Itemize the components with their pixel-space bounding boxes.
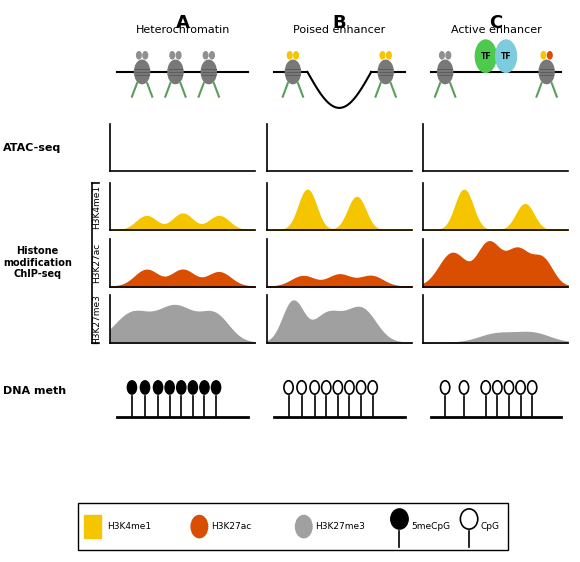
Circle shape <box>333 381 342 394</box>
Text: CpG: CpG <box>481 522 500 531</box>
Text: Histone
modification
ChIP-seq: Histone modification ChIP-seq <box>3 246 72 279</box>
Circle shape <box>441 381 450 394</box>
Circle shape <box>437 60 453 84</box>
Circle shape <box>380 52 385 59</box>
Circle shape <box>176 381 186 394</box>
Circle shape <box>204 52 208 59</box>
Circle shape <box>386 52 391 59</box>
Circle shape <box>288 52 292 59</box>
Circle shape <box>516 381 525 394</box>
Circle shape <box>165 381 174 394</box>
Circle shape <box>140 381 150 394</box>
Circle shape <box>200 381 209 394</box>
Text: A: A <box>176 14 190 32</box>
Circle shape <box>548 52 552 59</box>
Circle shape <box>539 60 554 84</box>
Circle shape <box>310 381 319 394</box>
Circle shape <box>285 60 300 84</box>
Circle shape <box>356 381 365 394</box>
Circle shape <box>440 52 444 59</box>
Ellipse shape <box>295 515 312 538</box>
Circle shape <box>461 509 478 529</box>
Text: H3K4me1: H3K4me1 <box>92 184 101 229</box>
Circle shape <box>321 381 331 394</box>
Text: H3K4me1: H3K4me1 <box>107 522 151 531</box>
Circle shape <box>504 381 514 394</box>
Circle shape <box>127 381 136 394</box>
Text: B: B <box>332 14 346 32</box>
Text: TF: TF <box>480 52 491 61</box>
Circle shape <box>170 52 175 59</box>
Text: ATAC-seq: ATAC-seq <box>3 143 61 152</box>
Circle shape <box>293 52 298 59</box>
Text: TF: TF <box>501 52 512 61</box>
Text: Active enhancer: Active enhancer <box>451 25 541 35</box>
Circle shape <box>168 60 183 84</box>
Circle shape <box>368 381 377 394</box>
Circle shape <box>391 509 408 529</box>
Text: H3K27me3: H3K27me3 <box>92 294 101 344</box>
Circle shape <box>541 52 546 59</box>
Bar <box>84 515 101 538</box>
Text: C: C <box>490 14 502 32</box>
Circle shape <box>492 381 502 394</box>
Circle shape <box>378 60 393 84</box>
Circle shape <box>188 381 197 394</box>
Circle shape <box>297 381 306 394</box>
Circle shape <box>153 381 162 394</box>
Text: H3K27me3: H3K27me3 <box>316 522 365 531</box>
Text: H3K27ac: H3K27ac <box>92 243 101 283</box>
Circle shape <box>459 381 469 394</box>
Text: Poised enhancer: Poised enhancer <box>293 25 386 35</box>
Text: H3K27ac: H3K27ac <box>211 522 251 531</box>
Circle shape <box>345 381 354 394</box>
Text: DNA meth: DNA meth <box>3 386 66 396</box>
Circle shape <box>495 40 516 72</box>
Circle shape <box>446 52 451 59</box>
Circle shape <box>528 381 537 394</box>
Text: Heterochromatin: Heterochromatin <box>136 25 230 35</box>
Circle shape <box>201 60 216 84</box>
Circle shape <box>212 381 220 394</box>
Circle shape <box>143 52 147 59</box>
Circle shape <box>137 52 141 59</box>
Text: 5meCpG: 5meCpG <box>411 522 450 531</box>
FancyBboxPatch shape <box>78 504 508 550</box>
Circle shape <box>135 60 150 84</box>
Ellipse shape <box>191 515 208 538</box>
Circle shape <box>284 381 293 394</box>
Circle shape <box>475 40 496 72</box>
Circle shape <box>210 52 215 59</box>
Circle shape <box>176 52 181 59</box>
Circle shape <box>481 381 490 394</box>
